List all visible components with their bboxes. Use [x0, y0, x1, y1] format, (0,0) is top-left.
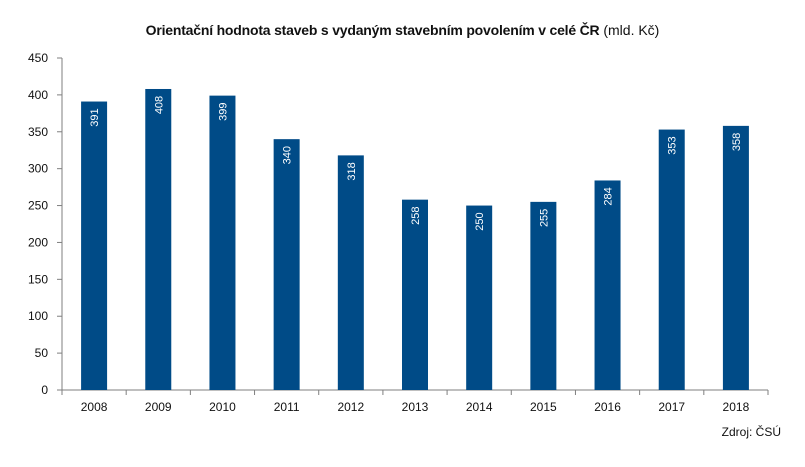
data-label: 258: [410, 206, 422, 224]
y-tick-label: 450: [28, 51, 48, 65]
chart-unit: (mld. Kč): [603, 22, 660, 38]
x-tick-label: 2009: [145, 400, 172, 414]
x-tick-label: 2016: [594, 400, 621, 414]
x-tick-label: 2018: [723, 400, 750, 414]
bar: [81, 101, 108, 390]
x-tick-label: 2008: [81, 400, 108, 414]
data-label: 391: [89, 108, 101, 126]
x-tick-label: 2012: [337, 400, 364, 414]
data-label: 318: [346, 162, 358, 180]
y-tick-label: 150: [28, 272, 48, 286]
bar: [722, 125, 749, 391]
y-tick-label: 400: [28, 88, 48, 102]
data-label: 284: [603, 187, 615, 205]
y-tick-label: 350: [28, 125, 48, 139]
x-tick-label: 2017: [658, 400, 685, 414]
source-note: Zdroj: ČSÚ: [721, 425, 781, 439]
data-label: 255: [538, 209, 550, 227]
chart-title: Orientační hodnota staveb s vydaným stav…: [0, 22, 805, 38]
y-tick-label: 250: [28, 199, 48, 213]
data-label: 250: [474, 212, 486, 230]
bar: [209, 95, 236, 391]
bar: [337, 155, 364, 390]
y-tick-label: 300: [28, 162, 48, 176]
chart-title-text: Orientační hodnota staveb s vydaným stav…: [145, 22, 600, 38]
bar: [466, 205, 493, 390]
x-tick-label: 2015: [530, 400, 557, 414]
bar: [530, 201, 557, 390]
data-label: 353: [667, 136, 679, 154]
x-tick-label: 2010: [209, 400, 236, 414]
x-tick-label: 2013: [402, 400, 429, 414]
data-label: 408: [153, 96, 165, 114]
data-label: 358: [731, 133, 743, 151]
bar: [594, 180, 621, 390]
y-tick-label: 100: [28, 309, 48, 323]
data-label: 399: [217, 102, 229, 120]
bar: [145, 88, 172, 390]
data-label: 340: [282, 146, 294, 164]
x-tick-label: 2011: [274, 400, 300, 414]
y-tick-label: 0: [41, 383, 48, 397]
bar: [402, 199, 428, 390]
y-tick-label: 50: [35, 346, 49, 360]
bar: [273, 139, 300, 390]
x-tick-label: 2014: [466, 400, 493, 414]
y-tick-label: 200: [28, 235, 48, 249]
bar: [658, 129, 685, 390]
